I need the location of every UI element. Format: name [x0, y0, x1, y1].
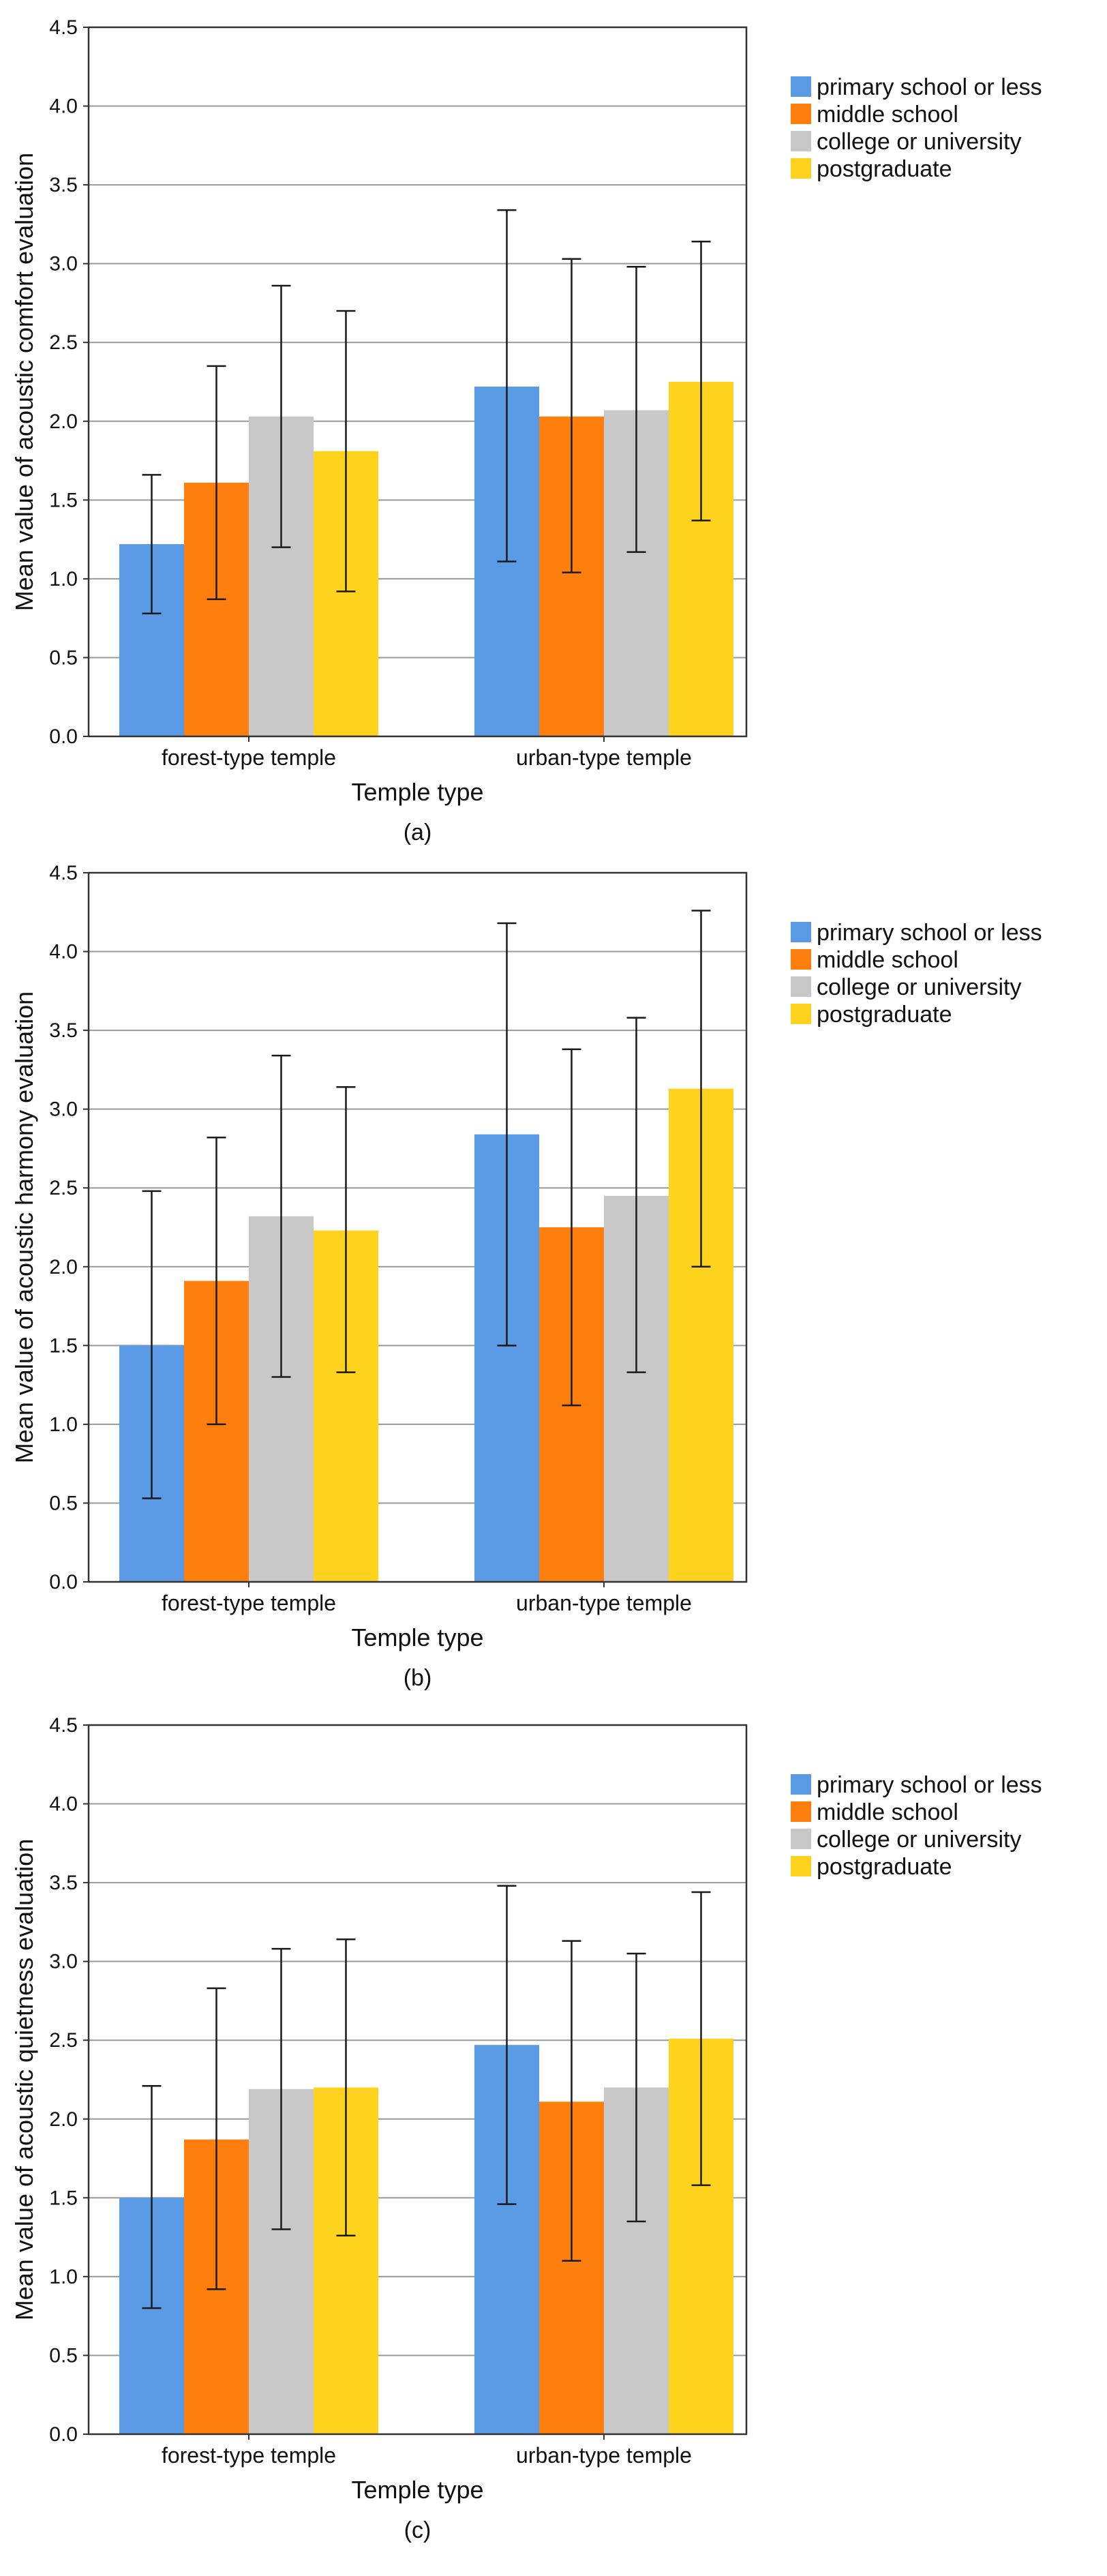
legend-swatch-primary	[791, 922, 811, 942]
legend-label: primary school or less	[817, 920, 1042, 946]
y-tick-label: 3.0	[49, 1098, 78, 1121]
y-tick-label: 3.0	[49, 1951, 78, 1973]
legend-swatch-college	[791, 1829, 811, 1849]
x-tick-label: urban-type temple	[516, 745, 692, 770]
plot-frame	[87, 26, 748, 738]
legend-swatch-primary	[791, 1774, 811, 1795]
legend-label: postgraduate	[817, 1002, 952, 1028]
legend-label: college or university	[817, 1827, 1021, 1853]
legend-label: middle school	[817, 1799, 958, 1825]
y-tick-label: 4.0	[49, 941, 78, 963]
x-tick-label: forest-type temple	[162, 2443, 336, 2468]
y-tick-label: 1.5	[49, 489, 78, 511]
legend-swatch-middle	[791, 1801, 811, 1822]
y-tick-label: 2.0	[49, 2108, 78, 2131]
y-tick-label: 1.0	[49, 1413, 78, 1436]
y-tick-label: 4.0	[49, 1793, 78, 1816]
y-tick-label: 2.5	[49, 331, 78, 354]
y-tick-label: 3.5	[49, 1872, 78, 1894]
y-tick-label: 3.5	[49, 174, 78, 196]
x-axis-label: Temple type	[351, 2476, 483, 2504]
plot-frame	[87, 871, 748, 1583]
y-tick-label: 1.5	[49, 2187, 78, 2209]
x-tick-label: urban-type temple	[516, 1591, 692, 1615]
y-tick-label: 3.5	[49, 1019, 78, 1042]
chart-panel-2: 0.0 0.5 1.0 1.5 2.0 2.5 3.0 3.5 4.0 4.5 forest-typ…	[10, 862, 1042, 1691]
legend-label: postgraduate	[817, 156, 952, 182]
y-tick-label: 1.5	[49, 1334, 78, 1357]
legend-swatch-middle	[791, 104, 811, 124]
y-tick-label: 2.0	[49, 410, 78, 433]
legend-swatch-postgraduate	[791, 1004, 811, 1024]
legend-label: middle school	[817, 947, 958, 973]
y-tick-label: 1.0	[49, 2266, 78, 2288]
y-tick-label: 0.5	[49, 1492, 78, 1514]
y-axis-label: Mean value of acoustic comfort evaluatio…	[10, 153, 38, 611]
y-tick-label: 4.5	[49, 862, 78, 884]
legend-swatch-postgraduate	[791, 1856, 811, 1876]
y-axis-label: Mean value of acoustic harmony evaluatio…	[10, 991, 38, 1463]
y-tick-label: 0.0	[49, 725, 78, 748]
panel-label: (c)	[404, 2517, 431, 2543]
y-tick-label: 2.5	[49, 2029, 78, 2052]
y-tick-label: 4.5	[49, 1714, 78, 1737]
y-tick-label: 0.5	[49, 646, 78, 669]
x-tick-label: forest-type temple	[162, 1591, 336, 1615]
y-tick-label: 0.5	[49, 2344, 78, 2367]
y-tick-label: 0.0	[49, 1571, 78, 1593]
y-tick-label: 4.5	[49, 16, 78, 39]
y-axis-label: Mean value of acoustic quietness evaluat…	[10, 1839, 38, 2320]
legend-swatch-postgraduate	[791, 158, 811, 179]
legend-label: middle school	[817, 102, 958, 128]
panel-label: (a)	[404, 820, 432, 845]
panel-label: (b)	[404, 1665, 432, 1691]
y-tick-label: 0.0	[49, 2423, 78, 2446]
legend-swatch-primary	[791, 76, 811, 97]
x-axis-label: Temple type	[351, 1623, 483, 1651]
y-tick-label: 1.0	[49, 568, 78, 590]
y-tick-label: 2.0	[49, 1256, 78, 1278]
x-tick-label: forest-type temple	[162, 745, 336, 770]
legend-label: college or university	[817, 974, 1021, 1000]
legend-swatch-college	[791, 131, 811, 151]
x-axis-label: Temple type	[351, 778, 483, 806]
chart-panel-1: 0.0 0.5 1.0 1.5 2.0 2.5 3.0 3.5 4.0 4.5 forest-typ…	[10, 16, 1042, 845]
x-tick-label: urban-type temple	[516, 2443, 692, 2468]
legend-swatch-middle	[791, 949, 811, 970]
y-tick-label: 4.0	[49, 95, 78, 118]
legend-label: primary school or less	[817, 1772, 1042, 1798]
chart-panel-3: 0.0 0.5 1.0 1.5 2.0 2.5 3.0 3.5 4.0 4.5 forest-typ…	[10, 1714, 1042, 2543]
legend-swatch-college	[791, 976, 811, 997]
plot-frame	[87, 1724, 748, 2436]
legend-label: primary school or less	[817, 74, 1042, 100]
legend-label: college or university	[817, 129, 1021, 155]
y-tick-label: 3.0	[49, 253, 78, 275]
y-tick-label: 2.5	[49, 1177, 78, 1199]
legend-label: postgraduate	[817, 1854, 952, 1880]
